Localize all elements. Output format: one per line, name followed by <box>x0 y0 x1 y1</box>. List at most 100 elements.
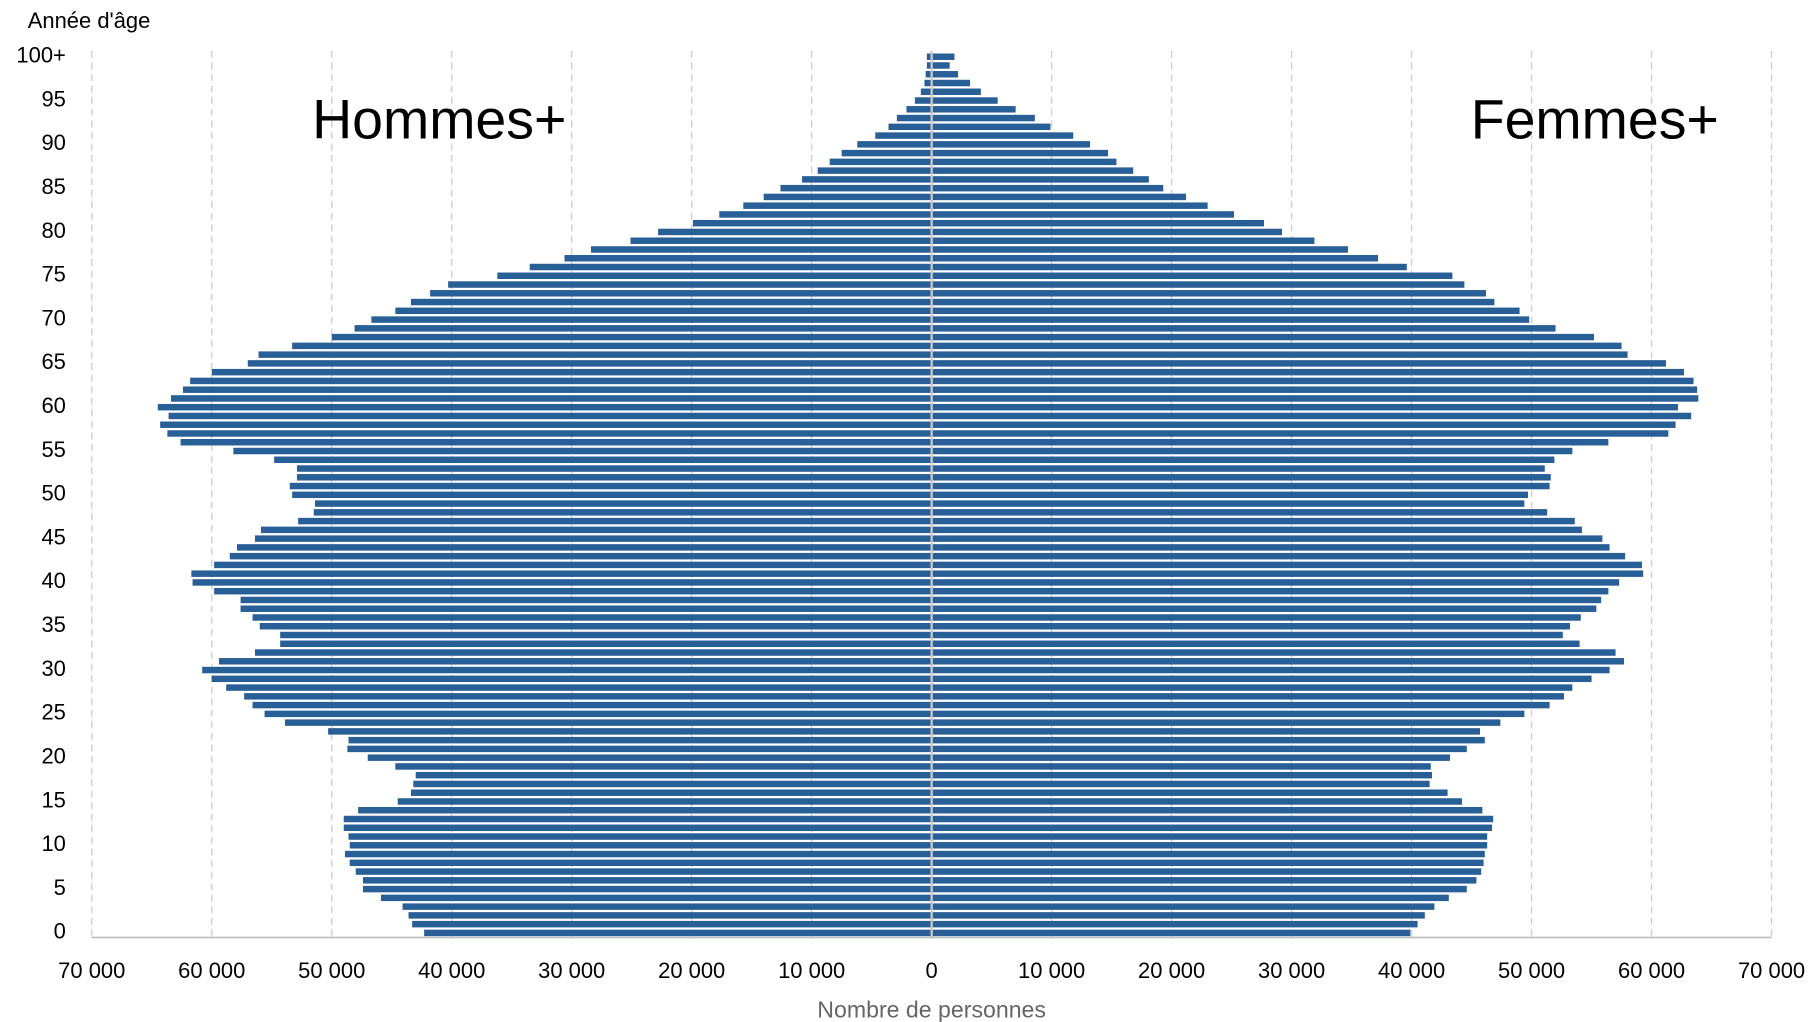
bar <box>260 526 932 534</box>
bar <box>254 649 932 656</box>
bar <box>931 579 1620 586</box>
y-tick-label: 55 <box>41 437 65 462</box>
bar <box>931 920 1418 928</box>
bar <box>362 877 932 884</box>
bar <box>931 544 1610 551</box>
bar <box>280 631 932 639</box>
x-axis-title: Nombre de personnes <box>817 997 1046 1022</box>
bar <box>157 403 932 411</box>
bar <box>931 833 1488 840</box>
x-tick-label: 30 000 <box>1258 958 1325 983</box>
bar <box>931 149 1109 157</box>
bar <box>931 386 1698 393</box>
bar <box>931 710 1525 718</box>
bar <box>931 307 1520 315</box>
bar <box>931 430 1669 437</box>
bar <box>931 614 1581 621</box>
y-tick-label: 30 <box>41 656 65 681</box>
bar <box>931 701 1550 709</box>
bar <box>931 736 1485 744</box>
y-tick-label: 15 <box>41 787 65 812</box>
bar <box>841 149 932 157</box>
bar <box>931 693 1564 700</box>
bar <box>931 377 1694 385</box>
bar <box>331 333 932 341</box>
bar <box>926 53 932 60</box>
bar <box>313 509 932 516</box>
bar <box>931 439 1609 446</box>
bar <box>719 211 932 218</box>
bar <box>355 868 932 875</box>
bar <box>931 123 1051 131</box>
bar <box>658 228 932 236</box>
bar <box>931 859 1484 867</box>
bar <box>920 88 932 96</box>
bar <box>296 465 932 472</box>
bar <box>931 789 1448 796</box>
bar <box>590 246 932 253</box>
y-tick-label: 75 <box>41 262 65 287</box>
bar <box>926 62 932 69</box>
bar <box>211 675 932 683</box>
bar <box>259 623 932 630</box>
bar <box>240 596 932 604</box>
bar <box>380 894 932 902</box>
bar <box>931 631 1563 639</box>
bar <box>264 710 932 718</box>
bar <box>214 561 932 569</box>
bar <box>896 114 932 122</box>
bar <box>362 885 932 893</box>
bar <box>167 430 932 437</box>
bar <box>397 798 932 805</box>
bar <box>931 815 1494 823</box>
x-tick-label: 60 000 <box>178 958 245 983</box>
x-tick-label: 10 000 <box>778 958 845 983</box>
bar <box>410 789 932 796</box>
y-tick-label: 40 <box>41 568 65 593</box>
bar <box>931 412 1692 420</box>
bar <box>226 684 932 691</box>
bar <box>931 228 1283 236</box>
bar <box>191 570 932 577</box>
series-label: Hommes+ <box>312 88 566 150</box>
bar <box>931 342 1622 350</box>
bar <box>240 605 932 612</box>
bar <box>931 824 1492 832</box>
bar <box>931 509 1548 516</box>
bar <box>190 377 932 385</box>
bar <box>931 649 1616 656</box>
bar <box>931 807 1483 814</box>
bar <box>931 246 1349 253</box>
bar <box>218 658 932 665</box>
y-axis-title: Année d'âge <box>28 8 151 33</box>
bar <box>931 290 1486 297</box>
bar <box>931 176 1149 183</box>
bar <box>180 439 932 446</box>
bar <box>802 176 932 183</box>
bar <box>931 868 1482 875</box>
bar <box>931 474 1551 481</box>
x-tick-label: 60 000 <box>1618 958 1685 983</box>
bar <box>413 780 932 788</box>
bar <box>763 193 932 201</box>
bar <box>448 281 932 288</box>
y-tick-label: 70 <box>41 305 65 330</box>
bar <box>931 640 1580 648</box>
bar <box>931 456 1555 464</box>
y-tick-label: 50 <box>41 481 65 506</box>
bar <box>931 360 1666 367</box>
bar <box>931 333 1594 341</box>
bar <box>289 482 932 490</box>
x-tick-label: 40 000 <box>1378 958 1445 983</box>
bar <box>395 763 932 770</box>
bar <box>931 623 1570 630</box>
bar <box>829 158 932 166</box>
bar <box>931 728 1480 735</box>
series-label: Femmes+ <box>1471 88 1719 150</box>
y-tick-label: 90 <box>41 130 65 155</box>
bar <box>931 771 1432 779</box>
bar <box>931 877 1477 884</box>
x-tick-label: 20 000 <box>1138 958 1205 983</box>
bar <box>931 97 998 104</box>
bar <box>931 158 1117 166</box>
